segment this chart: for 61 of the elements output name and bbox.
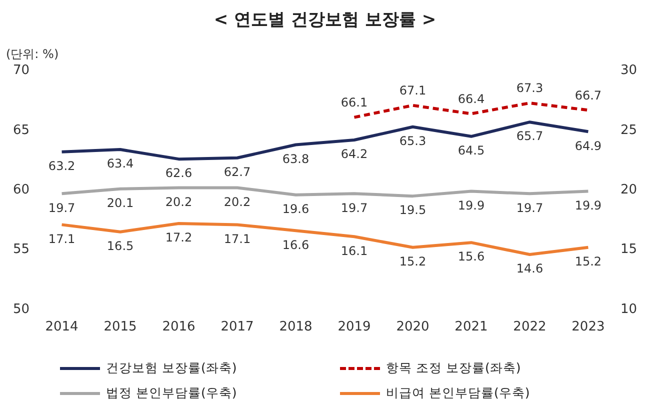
y-tick-label: 55 xyxy=(12,242,30,258)
y2-tick-label: 20 xyxy=(620,182,638,198)
y2-tick-label: 10 xyxy=(620,302,638,317)
data-label: 63.8 xyxy=(282,152,310,166)
y-tick-label: 70 xyxy=(12,63,30,78)
data-label: 63.4 xyxy=(106,156,134,171)
y2-tick-label: 15 xyxy=(620,242,638,258)
chart-title: < 연도별 건강보험 보장률 > xyxy=(212,9,438,31)
data-label: 16.6 xyxy=(282,238,310,252)
data-label: 19.9 xyxy=(574,198,602,212)
data-label: 67.3 xyxy=(516,81,544,96)
data-label: 20.1 xyxy=(106,196,134,210)
data-label: 19.9 xyxy=(458,198,485,212)
data-label: 19.7 xyxy=(48,200,76,215)
x-tick-label: 2021 xyxy=(454,320,488,335)
legend-label: 항목 조정 보장률(좌축) xyxy=(386,360,521,377)
data-label: 15.6 xyxy=(458,250,485,264)
data-label: 19.7 xyxy=(340,200,368,215)
x-tick-label: 2022 xyxy=(513,320,546,335)
legend-label: 건강보험 보장률(좌축) xyxy=(106,360,237,377)
data-label: 65.7 xyxy=(516,129,544,144)
x-tick-label: 2015 xyxy=(104,320,137,335)
data-label: 15.2 xyxy=(399,254,426,268)
data-label: 65.3 xyxy=(399,134,426,148)
data-label: 64.9 xyxy=(574,138,602,153)
x-tick-label: 2016 xyxy=(162,320,196,335)
legend-label: 법정 본인부담률(우축) xyxy=(106,385,237,402)
data-label: 19.7 xyxy=(516,200,544,215)
data-label: 16.1 xyxy=(340,244,368,258)
data-label: 15.2 xyxy=(574,254,602,268)
legend-label: 비급여 본인부담률(우축) xyxy=(386,385,530,402)
y-tick-label: 65 xyxy=(12,122,30,138)
data-label: 62.6 xyxy=(165,166,192,180)
x-tick-label: 2020 xyxy=(396,320,430,335)
data-label: 14.6 xyxy=(516,262,544,276)
y-tick-label: 50 xyxy=(12,302,30,317)
data-label: 19.5 xyxy=(399,203,426,218)
y2-tick-label: 30 xyxy=(620,63,638,78)
y-tick-label: 60 xyxy=(12,182,30,198)
data-label: 62.7 xyxy=(224,165,251,180)
data-label: 17.2 xyxy=(165,230,192,245)
x-tick-label: 2023 xyxy=(572,320,605,335)
x-tick-label: 2019 xyxy=(338,320,371,335)
data-label: 66.1 xyxy=(340,95,368,110)
data-label: 19.6 xyxy=(282,202,310,216)
data-label: 17.1 xyxy=(224,232,251,246)
data-label: 64.2 xyxy=(340,147,368,162)
text: (단위: %) xyxy=(6,46,59,63)
x-tick-label: 2018 xyxy=(279,320,312,335)
data-label: 64.5 xyxy=(458,144,485,158)
data-label: 17.1 xyxy=(48,232,76,246)
data-label: 66.7 xyxy=(574,88,602,102)
data-label: 63.2 xyxy=(48,159,76,174)
x-tick-label: 2014 xyxy=(45,320,78,335)
data-label: 67.1 xyxy=(399,84,426,98)
x-tick-label: 2017 xyxy=(220,320,254,335)
data-label: 16.5 xyxy=(106,238,134,253)
data-label: 20.2 xyxy=(165,194,192,209)
data-label: 66.4 xyxy=(458,92,485,106)
y2-tick-label: 25 xyxy=(620,122,638,138)
data-label: 20.2 xyxy=(224,194,251,209)
